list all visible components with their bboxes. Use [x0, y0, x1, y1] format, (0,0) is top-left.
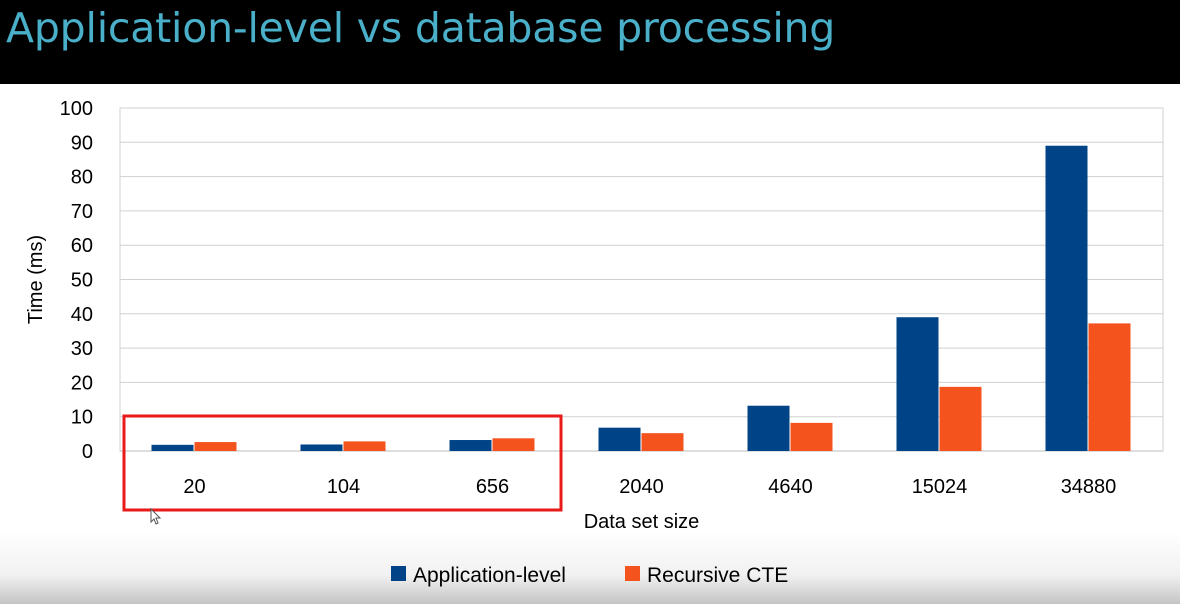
bars [151, 145, 1131, 452]
y-tick-label: 10 [71, 407, 93, 429]
x-tick-label: 4640 [768, 476, 813, 498]
y-tick-label: 20 [71, 372, 93, 394]
bar-recursive-cte-104 [343, 441, 386, 451]
x-tick-label: 2040 [619, 476, 664, 498]
y-tick-label: 0 [82, 441, 93, 463]
highlight-box [122, 414, 563, 512]
legend-swatch-application-level [391, 566, 406, 581]
y-tick-label: 100 [60, 98, 93, 120]
bar-application-level-2040 [598, 427, 641, 451]
bar-recursive-cte-15024 [939, 386, 982, 451]
y-tick-labels: 0 10 20 30 40 50 60 70 80 90 100 [60, 98, 93, 463]
bar-application-level-34880 [1045, 145, 1088, 452]
bar-recursive-cte-4640 [790, 422, 833, 451]
bar-application-level-656 [449, 440, 492, 451]
y-tick-label: 50 [71, 270, 93, 292]
y-tick-label: 80 [71, 167, 93, 189]
y-axis-title: Time (ms) [25, 235, 47, 324]
x-tick-label: 656 [476, 476, 509, 498]
title-bar: Application-level vs database processing [0, 0, 1180, 84]
x-tick-labels: 20 104 656 2040 4640 15024 34880 [183, 476, 1116, 498]
legend-label-application-level: Application-level [413, 564, 566, 587]
y-tick-label: 90 [71, 132, 93, 154]
legend-label-recursive-cte: Recursive CTE [647, 564, 788, 587]
x-tick-label: 20 [183, 476, 205, 498]
gridlines [119, 107, 1164, 452]
x-axis-title: Data set size [584, 511, 700, 533]
bar-recursive-cte-656 [492, 438, 535, 451]
bar-recursive-cte-2040 [641, 433, 684, 451]
bottom-fade [0, 532, 1180, 604]
x-tick-label: 15024 [912, 476, 968, 498]
mouse-cursor-icon [150, 507, 162, 525]
bar-application-level-20 [151, 444, 194, 451]
bar-application-level-15024 [896, 317, 939, 451]
bar-application-level-4640 [747, 405, 790, 451]
bar-recursive-cte-34880 [1088, 323, 1131, 451]
legend: Application-level Recursive CTE [391, 564, 788, 587]
y-tick-label: 40 [71, 304, 93, 326]
x-tick-label: 34880 [1061, 476, 1117, 498]
x-tick-label: 104 [327, 476, 360, 498]
y-tick-label: 60 [71, 235, 93, 257]
y-tick-label: 70 [71, 201, 93, 223]
slide-title: Application-level vs database processing [6, 4, 836, 52]
bar-application-level-104 [300, 444, 343, 451]
legend-swatch-recursive-cte [625, 566, 640, 581]
bar-recursive-cte-20 [194, 442, 237, 451]
y-tick-label: 30 [71, 338, 93, 360]
